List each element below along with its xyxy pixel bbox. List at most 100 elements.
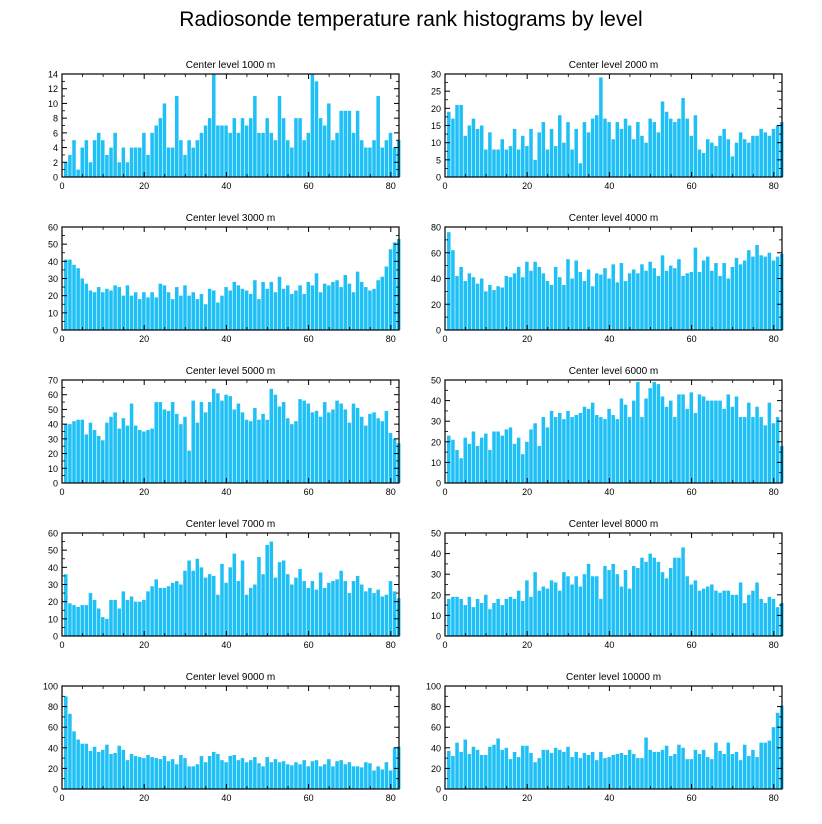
histogram-bar bbox=[533, 572, 537, 636]
histogram-bar bbox=[191, 147, 195, 177]
histogram-bar bbox=[488, 284, 492, 330]
histogram-bar bbox=[660, 396, 665, 483]
histogram-bar bbox=[656, 751, 661, 789]
x-tick-label: 40 bbox=[604, 640, 614, 650]
histogram-bar bbox=[529, 270, 533, 330]
histogram-bar bbox=[508, 277, 513, 330]
x-tick-label: 40 bbox=[604, 793, 614, 803]
histogram-bar bbox=[537, 266, 541, 330]
histogram-bar bbox=[722, 753, 726, 789]
histogram-bar bbox=[207, 288, 212, 330]
histogram-bar bbox=[492, 603, 496, 636]
histogram-bar bbox=[775, 607, 780, 636]
histogram-bar bbox=[623, 281, 628, 330]
histogram-bar bbox=[203, 762, 208, 789]
histogram-bar bbox=[183, 758, 187, 789]
histogram-bar bbox=[138, 299, 142, 330]
histogram-bar bbox=[68, 603, 72, 636]
histogram-bar bbox=[595, 760, 599, 789]
histogram-bar bbox=[459, 598, 463, 636]
histogram-bar bbox=[133, 292, 138, 330]
histogram-bar bbox=[240, 412, 245, 483]
histogram-bar bbox=[191, 570, 195, 636]
histogram-bar bbox=[216, 594, 220, 636]
histogram-bar bbox=[533, 261, 537, 330]
histogram-bar bbox=[355, 766, 360, 789]
histogram-bar bbox=[380, 276, 385, 330]
histogram-bar bbox=[212, 74, 216, 177]
histogram-bar bbox=[277, 276, 282, 330]
histogram-bar bbox=[101, 292, 105, 330]
histogram-bar bbox=[364, 762, 368, 789]
histogram-bar bbox=[240, 758, 245, 789]
histogram-bar bbox=[648, 118, 652, 177]
histogram-bar bbox=[615, 753, 620, 789]
histogram-bar bbox=[88, 750, 93, 789]
histogram-bar bbox=[689, 392, 694, 483]
histogram-bar bbox=[705, 586, 710, 636]
histogram-bar bbox=[529, 128, 533, 177]
histogram-bar bbox=[689, 272, 694, 330]
histogram-bar bbox=[718, 135, 722, 177]
histogram-bar bbox=[220, 125, 224, 177]
histogram-bar bbox=[232, 755, 237, 789]
histogram-bar bbox=[392, 438, 397, 483]
histogram-bar bbox=[570, 417, 574, 483]
histogram-bar bbox=[150, 586, 154, 636]
histogram-bar bbox=[290, 584, 294, 636]
histogram-bar bbox=[216, 302, 220, 330]
histogram-bar bbox=[747, 250, 751, 330]
y-tick-label: 40 bbox=[48, 563, 58, 573]
histogram-bar bbox=[619, 398, 624, 483]
histogram-bar bbox=[611, 415, 615, 483]
x-tick-label: 80 bbox=[769, 334, 779, 344]
x-tick-label: 0 bbox=[442, 640, 447, 650]
histogram-bar bbox=[636, 122, 640, 177]
histogram-bar bbox=[471, 277, 476, 330]
histogram-bar bbox=[347, 422, 352, 483]
histogram-bar bbox=[101, 749, 105, 789]
histogram-bar bbox=[734, 594, 739, 636]
histogram-bar bbox=[298, 285, 302, 330]
histogram-bar bbox=[384, 140, 389, 177]
histogram-bar bbox=[281, 118, 286, 177]
histogram-bar bbox=[117, 428, 121, 483]
histogram-bar bbox=[343, 110, 348, 177]
histogram-bar bbox=[302, 760, 306, 789]
x-tick-label: 60 bbox=[304, 487, 314, 497]
histogram-bar bbox=[376, 766, 380, 789]
histogram-bar bbox=[742, 260, 747, 330]
histogram-bar bbox=[335, 280, 339, 330]
histogram-bar bbox=[64, 574, 68, 636]
histogram-bar bbox=[484, 594, 488, 636]
histogram-bar bbox=[306, 766, 311, 789]
histogram-bar bbox=[496, 598, 500, 636]
histogram-bar bbox=[529, 752, 533, 789]
histogram-bar bbox=[310, 761, 315, 789]
histogram-bar bbox=[751, 749, 755, 789]
histogram-bar bbox=[388, 581, 393, 636]
histogram-bar bbox=[718, 750, 722, 789]
histogram-bar bbox=[599, 751, 603, 789]
histogram-bar bbox=[529, 429, 533, 483]
histogram-bar bbox=[388, 770, 393, 789]
histogram-bar bbox=[590, 751, 595, 789]
y-tick-label: 20 bbox=[431, 590, 441, 600]
histogram-bar bbox=[364, 425, 368, 483]
histogram-bar bbox=[710, 759, 714, 789]
histogram-bar bbox=[603, 758, 607, 789]
histogram-bar bbox=[244, 290, 249, 330]
histogram-bar bbox=[170, 759, 175, 789]
histogram-bar bbox=[714, 263, 718, 330]
histogram-bar bbox=[562, 572, 566, 636]
histogram-bar bbox=[339, 110, 343, 177]
histogram-bar bbox=[322, 764, 327, 789]
histogram-bar bbox=[207, 574, 212, 636]
y-tick-label: 80 bbox=[431, 702, 441, 712]
histogram-bar bbox=[710, 400, 714, 483]
histogram-bar bbox=[121, 591, 126, 636]
histogram-bar bbox=[240, 118, 245, 177]
histogram-bar bbox=[611, 755, 615, 789]
histogram-bar bbox=[549, 752, 554, 789]
histogram-bar bbox=[343, 275, 348, 330]
